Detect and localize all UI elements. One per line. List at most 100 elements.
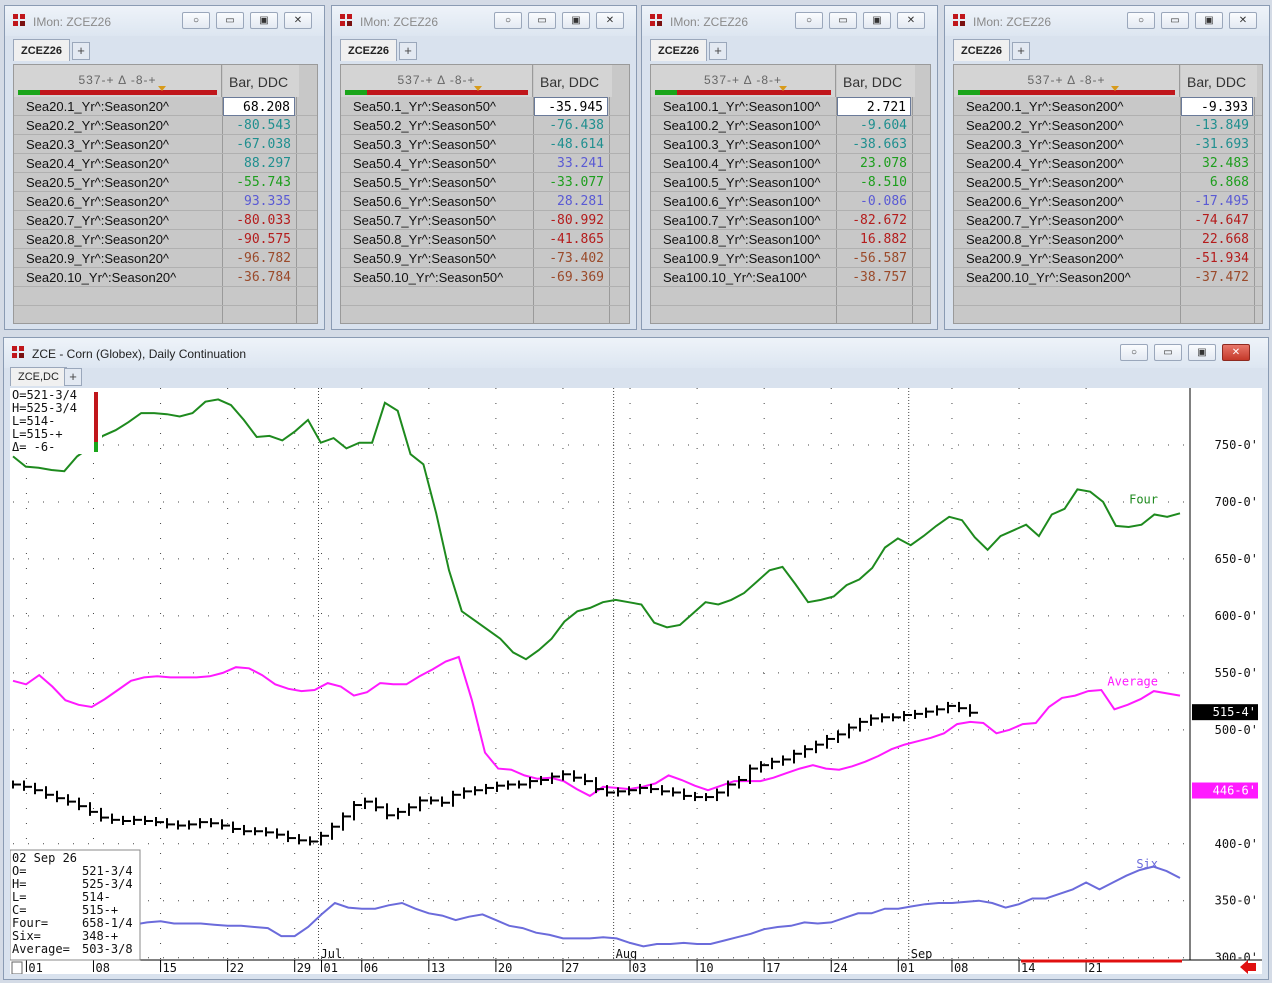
close-button[interactable]: ✕ bbox=[596, 12, 624, 29]
quote-row[interactable]: Sea20.8_Yr^:Season20^ -90.575 bbox=[14, 230, 317, 249]
price-bar[interactable] bbox=[749, 764, 758, 784]
price-bar[interactable] bbox=[683, 788, 692, 800]
price-bar[interactable] bbox=[628, 786, 637, 796]
price-bar[interactable] bbox=[210, 818, 219, 828]
price-bar[interactable] bbox=[694, 791, 703, 802]
price-bar[interactable] bbox=[837, 730, 846, 743]
add-tab-button[interactable]: + bbox=[1012, 42, 1030, 60]
price-bar[interactable] bbox=[166, 818, 175, 829]
price-bar[interactable] bbox=[650, 783, 659, 794]
quote-row[interactable]: Sea20.10_Yr^:Season20^ -36.784 bbox=[14, 268, 317, 287]
options-button[interactable]: ○ bbox=[795, 12, 823, 29]
options-button[interactable]: ○ bbox=[1120, 344, 1148, 361]
tab-zcez26[interactable]: ZCEZ26 bbox=[953, 39, 1010, 61]
price-bar[interactable] bbox=[67, 794, 76, 806]
price-bar[interactable] bbox=[419, 796, 428, 812]
quote-row[interactable]: Sea50.1_Yr^:Season50^ -35.945 bbox=[341, 97, 629, 116]
price-bar[interactable] bbox=[364, 797, 373, 810]
minimize-button[interactable]: ▭ bbox=[1161, 12, 1189, 29]
price-chart[interactable]: Four Average Six 750-0' 700-0' 650-0' 600-0' 55… bbox=[10, 388, 1262, 974]
options-button[interactable]: ○ bbox=[1127, 12, 1155, 29]
quote-row[interactable]: Sea200.5_Yr^:Season200^ 6.868 bbox=[954, 173, 1262, 192]
quote-row[interactable]: Sea100.10_Yr^:Sea100^ -38.757 bbox=[651, 268, 930, 287]
scroll-right-arrow-icon[interactable] bbox=[1240, 960, 1256, 974]
quote-row[interactable]: Sea50.9_Yr^:Season50^ -73.402 bbox=[341, 249, 629, 268]
quote-row[interactable]: Sea50.5_Yr^:Season50^ -33.077 bbox=[341, 173, 629, 192]
minimize-button[interactable]: ▭ bbox=[829, 12, 857, 29]
price-bar[interactable] bbox=[606, 785, 615, 797]
quote-row[interactable]: Sea100.5_Yr^:Season100^ -8.510 bbox=[651, 173, 930, 192]
price-bar[interactable] bbox=[936, 705, 945, 716]
price-bar[interactable] bbox=[848, 723, 857, 739]
value-column-header[interactable]: Bar, DDC bbox=[534, 65, 612, 97]
quote-row[interactable]: Sea100.3_Yr^:Season100^ -38.663 bbox=[651, 135, 930, 154]
quote-row[interactable]: Sea200.2_Yr^:Season200^ -13.849 bbox=[954, 116, 1262, 135]
price-bar[interactable] bbox=[540, 775, 549, 786]
price-bar[interactable] bbox=[34, 782, 43, 795]
price-bar[interactable] bbox=[573, 770, 582, 782]
price-bar[interactable] bbox=[199, 818, 208, 829]
quote-row[interactable]: Sea100.6_Yr^:Season100^ -0.086 bbox=[651, 192, 930, 211]
price-bar[interactable] bbox=[485, 783, 494, 795]
price-bar[interactable] bbox=[408, 803, 417, 816]
price-bar[interactable] bbox=[155, 816, 164, 827]
quote-row[interactable]: Sea100.1_Yr^:Season100^ 2.721 bbox=[651, 97, 930, 116]
price-bar[interactable] bbox=[738, 775, 747, 789]
window-titlebar[interactable]: IMon: ZCEZ26 ○ ▭ ▣ ✕ bbox=[5, 6, 324, 36]
price-bar[interactable] bbox=[562, 770, 571, 781]
value-column-header[interactable]: Bar, DDC bbox=[1181, 65, 1257, 97]
maximize-button[interactable]: ▣ bbox=[1188, 344, 1216, 361]
quote-row[interactable]: Sea200.9_Yr^:Season200^ -51.934 bbox=[954, 249, 1262, 268]
price-bar[interactable] bbox=[12, 780, 21, 789]
price-bar[interactable] bbox=[188, 820, 197, 830]
quote-row[interactable]: Sea200.4_Yr^:Season200^ 32.483 bbox=[954, 154, 1262, 173]
quote-row[interactable]: Sea100.9_Yr^:Season100^ -56.587 bbox=[651, 249, 930, 268]
value-column-header[interactable]: Bar, DDC bbox=[223, 65, 299, 97]
window-titlebar[interactable]: IMon: ZCEZ26 ○ ▭ ▣ ✕ bbox=[642, 6, 937, 36]
price-bar[interactable] bbox=[232, 821, 241, 833]
price-bar[interactable] bbox=[903, 711, 912, 722]
series-line-four[interactable] bbox=[12, 398, 1181, 661]
quote-row[interactable]: Sea50.10_Yr^:Season50^ -69.369 bbox=[341, 268, 629, 287]
price-bar[interactable] bbox=[771, 757, 780, 770]
price-bar[interactable] bbox=[793, 749, 802, 764]
price-bar[interactable] bbox=[727, 780, 736, 797]
close-button[interactable]: ✕ bbox=[1229, 12, 1257, 29]
quote-row[interactable]: Sea20.5_Yr^:Season20^ -55.743 bbox=[14, 173, 317, 192]
price-bar[interactable] bbox=[111, 813, 120, 824]
price-bar[interactable] bbox=[144, 815, 153, 825]
price-bar[interactable] bbox=[617, 787, 626, 797]
tab-zce-dc[interactable]: ZCE,DC bbox=[10, 367, 67, 386]
price-bar[interactable] bbox=[177, 820, 186, 830]
price-bar[interactable] bbox=[826, 734, 835, 749]
price-bar[interactable] bbox=[474, 786, 483, 796]
tab-zcez26[interactable]: ZCEZ26 bbox=[13, 39, 70, 61]
symbol-column-header[interactable]: 537-+ Δ -8-+ bbox=[651, 65, 836, 97]
price-bar[interactable] bbox=[221, 819, 230, 830]
price-bar[interactable] bbox=[661, 785, 670, 796]
window-titlebar[interactable]: IMon: ZCEZ26 ○ ▭ ▣ ✕ bbox=[945, 6, 1269, 36]
price-bar[interactable] bbox=[89, 802, 98, 816]
quote-row[interactable]: Sea50.3_Yr^:Season50^ -48.614 bbox=[341, 135, 629, 154]
price-bar[interactable] bbox=[595, 777, 604, 794]
quote-row[interactable]: Sea20.6_Yr^:Season20^ 93.335 bbox=[14, 192, 317, 211]
price-bar[interactable] bbox=[430, 796, 439, 805]
price-bar[interactable] bbox=[760, 761, 769, 773]
quote-row[interactable]: Sea20.3_Yr^:Season20^ -67.038 bbox=[14, 135, 317, 154]
tab-zcez26[interactable]: ZCEZ26 bbox=[650, 39, 707, 61]
price-bar[interactable] bbox=[551, 772, 560, 784]
price-bar[interactable] bbox=[331, 822, 340, 840]
price-bar[interactable] bbox=[815, 740, 824, 754]
maximize-button[interactable]: ▣ bbox=[250, 12, 278, 29]
add-tab-button[interactable]: + bbox=[72, 42, 90, 60]
minimize-button[interactable]: ▭ bbox=[528, 12, 556, 29]
price-bar[interactable] bbox=[914, 709, 923, 720]
price-bar[interactable] bbox=[386, 803, 395, 820]
close-button[interactable]: ✕ bbox=[284, 12, 312, 29]
price-bar[interactable] bbox=[892, 713, 901, 722]
price-bar[interactable] bbox=[276, 828, 285, 839]
quote-row[interactable]: Sea20.9_Yr^:Season20^ -96.782 bbox=[14, 249, 317, 268]
price-bar[interactable] bbox=[584, 773, 593, 786]
price-bar[interactable] bbox=[639, 783, 648, 795]
price-bar[interactable] bbox=[298, 834, 307, 845]
